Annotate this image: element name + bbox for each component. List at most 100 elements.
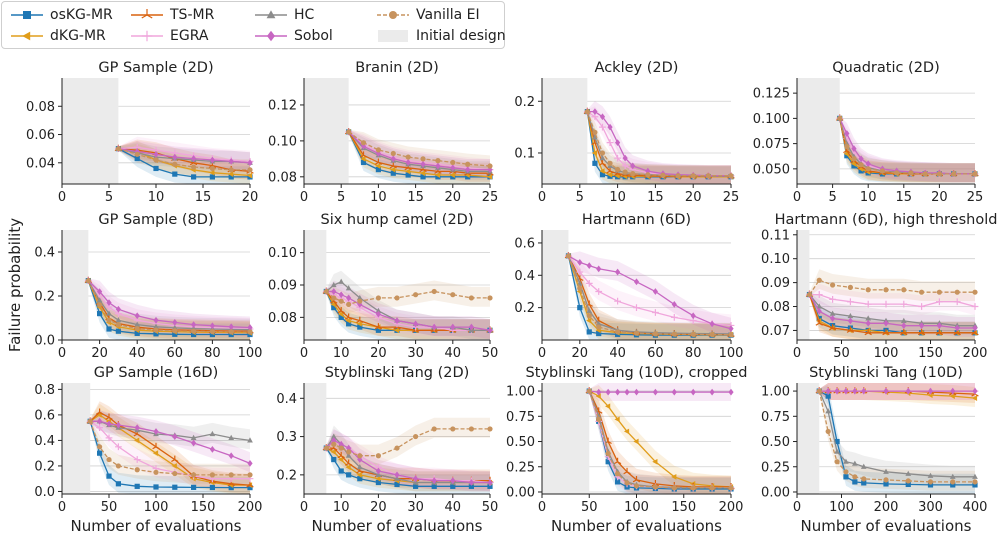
legend-symbol-dkg (22, 31, 31, 41)
subplot-title: Hartmann (6D), high threshold (775, 212, 997, 228)
subplot-1: 0 5 10 15 20 0.04 0.06 0.08 GP Sample (2D) (26, 60, 258, 205)
initial-design-region (542, 78, 588, 184)
data-point-hc (356, 294, 363, 301)
band-dkg (326, 440, 490, 492)
data-point-dkg (606, 171, 613, 178)
data-point-dkg (345, 464, 351, 471)
x-tick-label: 100 (829, 500, 854, 515)
data-point-sobol (338, 291, 344, 299)
data-point-sobol (115, 421, 121, 429)
x-tick-label: 0 (300, 346, 308, 361)
initial-design-region (62, 383, 91, 494)
data-point-sobol (247, 459, 253, 467)
legend-marker-vanilla-ei (377, 11, 409, 19)
band-sobol (88, 278, 250, 337)
data-point-oskg (331, 305, 337, 311)
x-tick-label: 50 (482, 346, 499, 361)
data-point-sobol (191, 439, 197, 447)
data-point-oskg (431, 483, 437, 489)
legend-symbol-vei (389, 11, 397, 19)
data-point-sobol (209, 322, 215, 330)
y-tick-label: 0.09 (268, 279, 297, 294)
data-point-vei (954, 289, 960, 295)
x-tick-label: 5 (828, 190, 836, 205)
data-point-sobol (346, 294, 352, 302)
band-ts (90, 401, 250, 494)
data-point-vei (950, 479, 956, 485)
band-hc (326, 425, 490, 492)
band-oskg (819, 385, 975, 494)
data-point-sobol (709, 320, 715, 328)
y-tick-label: 0.12 (268, 98, 297, 113)
y-tick-label: 0.75 (761, 410, 790, 425)
data-point-dkg (486, 173, 493, 180)
data-point-hc (190, 434, 197, 440)
data-point-vei (596, 324, 602, 330)
x-tick-label: 0 (58, 346, 66, 361)
data-point-egra (882, 300, 890, 308)
data-point-sobol (861, 387, 867, 395)
data-point-ts (623, 467, 631, 475)
data-point-vei (883, 477, 889, 483)
data-point-vei (630, 171, 636, 177)
x-tick-label: 0 (538, 190, 546, 205)
data-point-vei (331, 295, 337, 301)
data-point-hc (972, 473, 978, 479)
y-axis-label: Failure probability (6, 218, 24, 352)
data-point-oskg (487, 483, 493, 489)
band-oskg (589, 388, 731, 494)
x-tick-label: 30 (407, 346, 424, 361)
data-point-vei (847, 284, 854, 290)
x-tick-label: 50 (581, 500, 598, 515)
initial-design-region (797, 78, 840, 184)
subplot-6: 0 10 20 30 40 50 0.08 0.09 0.10 Six hump camel (2… (268, 212, 498, 361)
data-point-sobol (624, 388, 630, 396)
data-point-vei (834, 459, 840, 465)
x-tick-label: 50 (833, 346, 850, 361)
data-point-vei (919, 289, 925, 295)
data-point-oskg (134, 483, 140, 489)
data-point-sobol (209, 156, 215, 164)
data-point-sobol (468, 323, 474, 331)
data-point-oskg (825, 393, 831, 399)
data-point-oskg (450, 483, 456, 489)
data-point-oskg (375, 167, 381, 173)
data-point-vei (825, 428, 831, 435)
data-point-sobol (851, 145, 857, 153)
legend: osKG-MR TS-MR HC Vanilla EI dKG-MR EGRA … (1, 1, 506, 49)
data-point-vei (487, 426, 493, 432)
data-point-dkg (375, 163, 381, 169)
data-point-vei (228, 167, 234, 173)
band-egra (326, 429, 490, 492)
data-point-dkg (393, 327, 400, 334)
data-point-sobol (927, 387, 934, 395)
data-point-vei (972, 289, 978, 295)
subplot-11: 0 50 100 150 200 0.00 0.25 0.50 0.75 1.00 Styblins… (506, 365, 747, 515)
x-tick-label: 10 (333, 346, 350, 361)
data-point-vei (565, 253, 572, 259)
band-ts (568, 253, 731, 340)
data-point-oskg (599, 172, 606, 178)
data-point-hc (847, 312, 854, 319)
data-point-egra (900, 300, 908, 308)
data-point-vei (690, 173, 696, 179)
data-point-sobol (191, 155, 197, 162)
legend-item-egra: EGRA (130, 26, 208, 46)
x-tick-label: 100 (624, 500, 649, 515)
data-point-hc (209, 430, 216, 437)
data-point-oskg (413, 483, 419, 489)
data-point-oskg (97, 311, 103, 317)
data-point-sobol (599, 113, 606, 121)
x-tick-label: 0 (793, 346, 801, 361)
data-point-oskg (191, 484, 197, 490)
data-point-dkg (134, 437, 140, 444)
data-point-vei (394, 445, 400, 451)
data-point-dkg (390, 166, 396, 173)
data-point-egra (621, 162, 629, 170)
data-point-egra (918, 303, 925, 310)
subplot-title: Hartmann (6D) (582, 212, 691, 228)
y-tick-label: 0.50 (761, 435, 790, 450)
x-tick-label: 10 (370, 190, 387, 205)
data-point-hc (106, 310, 112, 316)
data-point-dkg (971, 395, 978, 401)
